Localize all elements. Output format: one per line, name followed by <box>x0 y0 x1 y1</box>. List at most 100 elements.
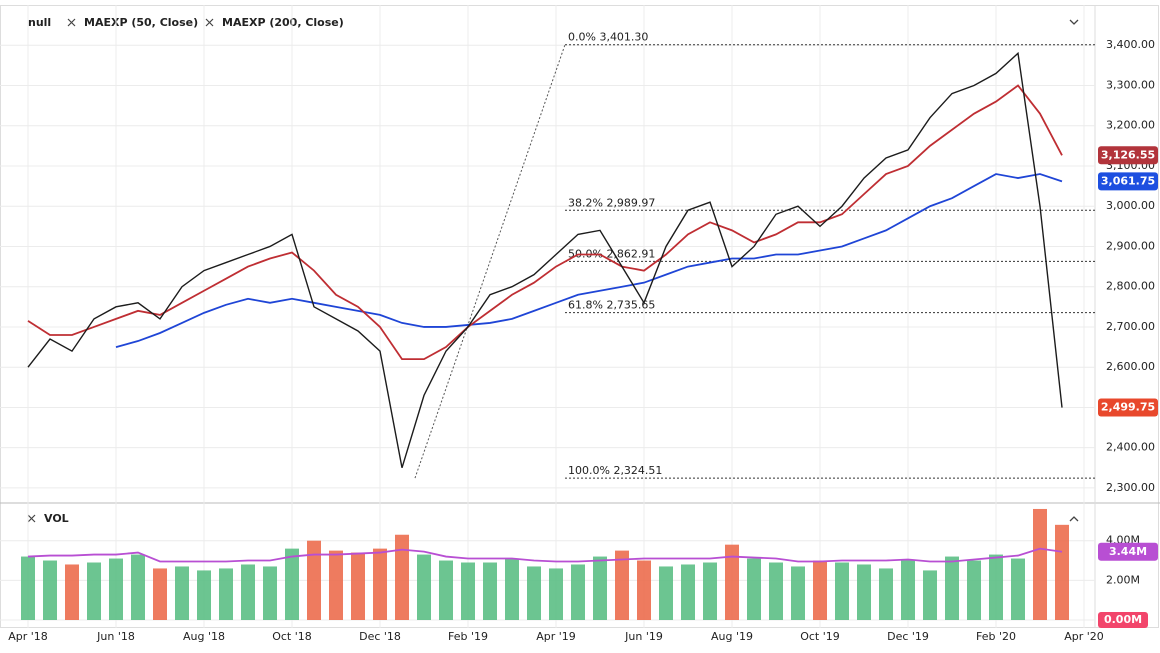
volume-bar <box>747 558 761 620</box>
volume-bar <box>439 560 453 620</box>
volume-badge: 3.44M <box>1109 545 1147 558</box>
volume-bar <box>637 560 651 620</box>
volume-bar <box>1033 508 1047 620</box>
remove-icon[interactable] <box>205 18 214 27</box>
frame <box>0 5 1159 628</box>
volume-bar <box>417 554 431 620</box>
x-tick-label: Apr '18 <box>8 630 48 643</box>
x-tick-label: Jun '19 <box>624 630 663 643</box>
volume-bar <box>989 554 1003 620</box>
x-tick-label: Apr '20 <box>1064 630 1104 643</box>
remove-icon[interactable] <box>67 18 76 27</box>
price-badge: 2,499.75 <box>1101 401 1155 414</box>
x-tick-label: Feb '19 <box>448 630 488 643</box>
volume-bar <box>87 562 101 620</box>
fib-label: 61.8% 2,735.65 <box>568 299 655 312</box>
fib-label: 0.0% 3,401.30 <box>568 31 648 44</box>
volume-badge-bg <box>1098 542 1158 561</box>
fib-label: 38.2% 2,989.97 <box>568 196 655 209</box>
price-badge: 3,126.55 <box>1101 148 1155 161</box>
x-tick-label: Apr '19 <box>536 630 576 643</box>
volume-title: VOL <box>44 512 69 525</box>
price-badge-bg <box>1098 146 1158 165</box>
y-tick-label: 2,400.00 <box>1106 441 1155 454</box>
volume-bar <box>659 566 673 620</box>
y-tick-label: 2,600.00 <box>1106 360 1155 373</box>
x-tick-label: Aug '18 <box>183 630 225 643</box>
volume-bar <box>175 566 189 620</box>
volume-bar <box>967 560 981 620</box>
volume-bar <box>43 560 57 620</box>
volume-bar <box>615 550 629 620</box>
expand-icon[interactable] <box>1069 516 1079 522</box>
volume-bar <box>197 570 211 620</box>
legend-price: null <box>28 16 51 29</box>
volume-ma-line <box>27 547 1063 563</box>
volume-bar <box>285 548 299 620</box>
volume-bar <box>945 556 959 620</box>
y-tick-label: 3,000.00 <box>1106 199 1155 212</box>
volume-bar <box>769 562 783 620</box>
volume-bar <box>527 566 541 620</box>
x-tick-label: Dec '19 <box>887 630 929 643</box>
remove-icon[interactable] <box>27 514 36 523</box>
volume-bar <box>329 550 343 620</box>
collapse-icon[interactable] <box>1069 19 1079 25</box>
y-tick-label: 3,400.00 <box>1106 38 1155 51</box>
volume-bar <box>373 548 387 620</box>
ma-line <box>115 173 1063 348</box>
volume-bar <box>241 564 255 620</box>
price-badge-bg <box>1098 172 1158 191</box>
x-tick-label: Oct '18 <box>272 630 312 643</box>
volume-bar <box>835 562 849 620</box>
volume-bar <box>263 566 277 620</box>
volume-bar <box>395 534 409 620</box>
trend-line <box>414 44 566 479</box>
volume-bar <box>1011 558 1025 620</box>
fib-label: 50.0% 2,862.91 <box>568 247 655 260</box>
y-tick-label: 2.00M <box>1106 573 1140 586</box>
y-tick-label: 3,200.00 <box>1106 119 1155 132</box>
x-tick-label: Feb '20 <box>976 630 1016 643</box>
y-tick-label: 2,900.00 <box>1106 239 1155 252</box>
y-tick-label: 3,300.00 <box>1106 78 1155 91</box>
legend-ma50: MAEXP (50, Close) <box>84 16 198 29</box>
fib-label: 100.0% 2,324.51 <box>568 464 662 477</box>
volume-bar <box>307 540 321 620</box>
x-tick-label: Aug '19 <box>711 630 753 643</box>
volume-bar <box>219 568 233 620</box>
volume-bar <box>901 560 915 620</box>
price-line <box>27 51 1063 469</box>
zero-badge-bg <box>1098 612 1148 628</box>
y-tick-label: 2,700.00 <box>1106 320 1155 333</box>
volume-bar <box>109 558 123 620</box>
volume-bar <box>131 554 145 620</box>
price-badge-bg <box>1098 398 1158 417</box>
legend-ma200: MAEXP (200, Close) <box>222 16 344 29</box>
volume-bar <box>703 562 717 620</box>
volume-bar <box>879 568 893 620</box>
volume-bar <box>857 564 871 620</box>
y-tick-label: 0.00M <box>1104 613 1142 626</box>
volume-bar <box>483 562 497 620</box>
volume-bar <box>1055 524 1069 620</box>
volume-bar <box>21 556 35 620</box>
y-tick-label: 2,300.00 <box>1106 481 1155 494</box>
volume-bar <box>593 556 607 620</box>
volume-bar <box>153 568 167 620</box>
volume-bar <box>813 560 827 620</box>
volume-bar <box>65 564 79 620</box>
volume-bar <box>351 552 365 620</box>
volume-bar <box>571 564 585 620</box>
volume-bar <box>505 558 519 620</box>
y-tick-label: 2,800.00 <box>1106 280 1155 293</box>
x-tick-label: Jun '18 <box>96 630 135 643</box>
x-tick-label: Dec '18 <box>359 630 401 643</box>
x-tick-label: Oct '19 <box>800 630 840 643</box>
volume-bar <box>549 568 563 620</box>
ma-line <box>27 84 1063 361</box>
volume-bar <box>923 570 937 620</box>
volume-bar <box>461 562 475 620</box>
volume-bar <box>725 544 739 620</box>
